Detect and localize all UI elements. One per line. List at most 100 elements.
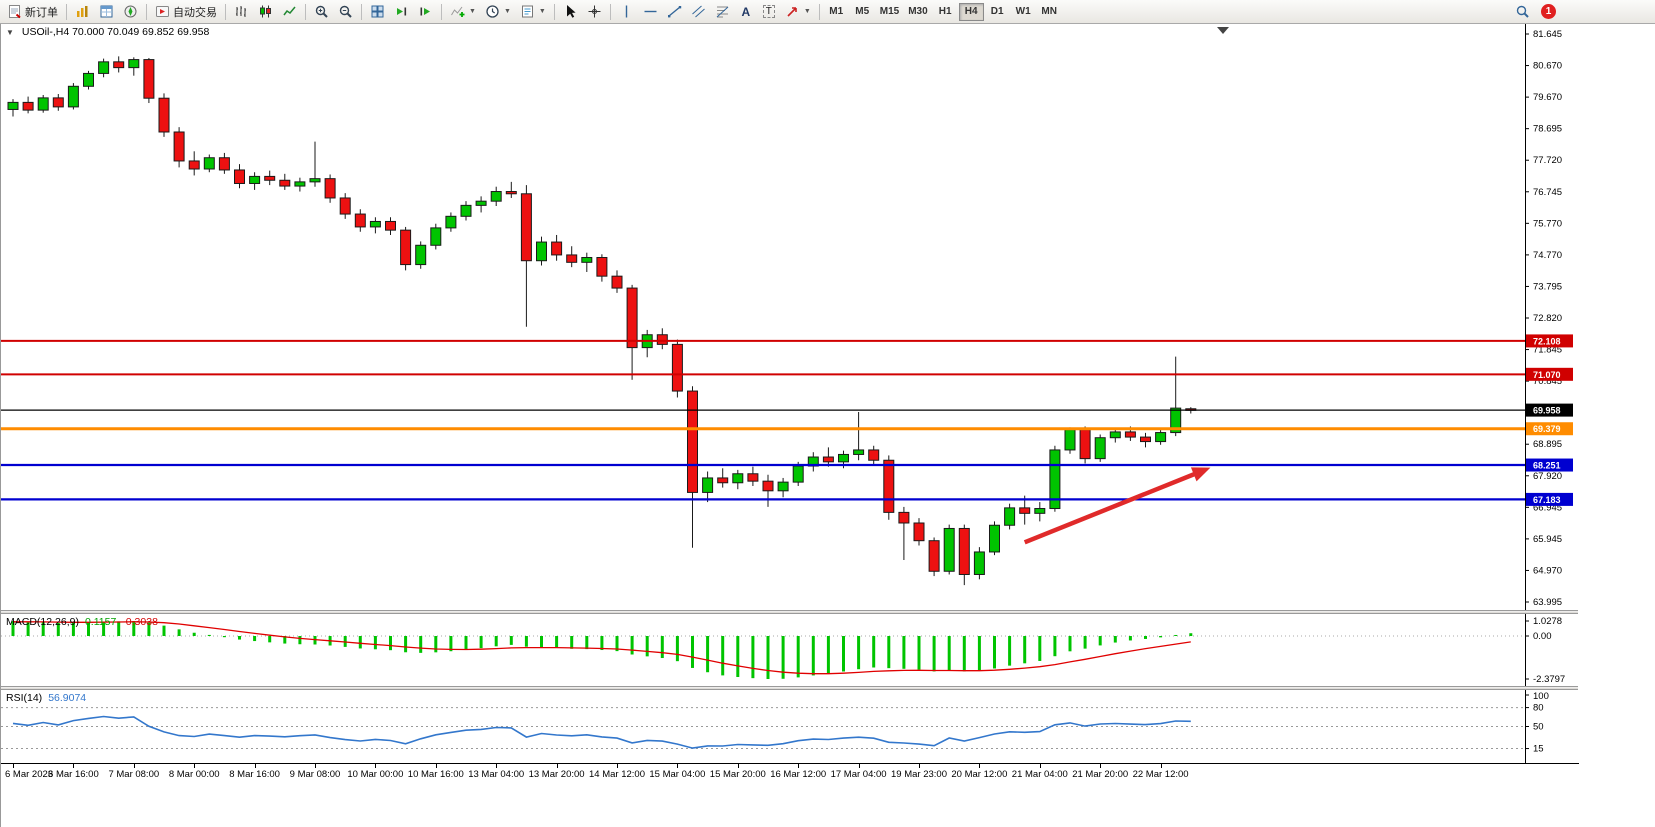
text-tool-button[interactable]: A bbox=[735, 2, 757, 22]
time-axis-tick bbox=[798, 764, 800, 768]
rsi-axis-label: 50 bbox=[1533, 722, 1544, 733]
crosshair-button[interactable] bbox=[583, 2, 606, 22]
data-window-icon bbox=[99, 4, 114, 19]
chart-shift-marker[interactable] bbox=[1217, 27, 1229, 34]
text-tool-label: A bbox=[741, 4, 751, 19]
time-axis-tick bbox=[737, 764, 739, 768]
trendline-tool-button[interactable] bbox=[663, 2, 686, 22]
line-chart-icon bbox=[282, 4, 297, 19]
search-button[interactable] bbox=[1511, 2, 1534, 22]
toolbar-separator bbox=[361, 3, 362, 20]
panel-splitter[interactable] bbox=[1, 610, 1578, 614]
chart-title: USOil-,H4 70.000 70.049 69.852 69.958 bbox=[21, 26, 210, 38]
time-axis-tick bbox=[133, 764, 135, 768]
clock-icon bbox=[485, 4, 500, 19]
label-tool-button[interactable]: T bbox=[758, 2, 780, 22]
timeframe-H4[interactable]: H4 bbox=[958, 2, 984, 21]
zoom-in-button[interactable] bbox=[310, 2, 333, 22]
time-axis-tick bbox=[858, 764, 860, 768]
dropdown-caret-icon: ▼ bbox=[469, 8, 476, 15]
new-order-button[interactable]: 新订单 bbox=[3, 2, 62, 22]
autoscroll-icon bbox=[394, 4, 409, 19]
time-axis-label: 8 Mar 00:00 bbox=[168, 769, 220, 780]
time-axis-label: 14 Mar 12:00 bbox=[589, 769, 645, 780]
main-chart-header: ▼ USOil-,H4 70.000 70.049 69.852 69.958 bbox=[6, 26, 209, 38]
arrows-tool-button[interactable]: ▼ bbox=[781, 2, 815, 22]
chart-bars-button[interactable] bbox=[230, 2, 253, 22]
cursor-button[interactable] bbox=[559, 2, 582, 22]
macd-signal-line bbox=[13, 621, 1191, 675]
bottom-spacer bbox=[1, 783, 1578, 827]
candles bbox=[7, 56, 1197, 586]
macd-main-value: 0.1157 bbox=[84, 616, 117, 628]
trend-arrow[interactable] bbox=[1023, 470, 1201, 545]
timeframe-M15[interactable]: M15 bbox=[876, 3, 903, 21]
candlestick-chart-icon bbox=[258, 4, 273, 19]
autotrading-label: 自动交易 bbox=[173, 6, 217, 19]
svg-text:72.108: 72.108 bbox=[1533, 336, 1561, 346]
macd-canvas[interactable]: 1.0278 0.00 -2.3797 bbox=[1, 614, 1579, 686]
autotrading-button[interactable]: 自动交易 bbox=[151, 2, 221, 22]
main-chart-canvas[interactable]: 81.645 80.670 79.670 78.695 77.720 76.745 75.7… bbox=[1, 24, 1579, 610]
autotrading-icon bbox=[155, 4, 170, 19]
navigator-button[interactable] bbox=[119, 2, 142, 22]
time-axis-tick bbox=[73, 764, 75, 768]
vline-tool-button[interactable] bbox=[615, 2, 638, 22]
timeframe-M1[interactable]: M1 bbox=[824, 3, 849, 21]
notification-badge[interactable]: 1 bbox=[1541, 4, 1556, 19]
dropdown-caret-icon: ▼ bbox=[503, 8, 511, 15]
tile-windows-button[interactable] bbox=[366, 2, 389, 22]
hline-tool-button[interactable] bbox=[639, 2, 662, 22]
toolbar-separator bbox=[66, 3, 67, 20]
chart-line-button[interactable] bbox=[278, 2, 301, 22]
panel-splitter[interactable] bbox=[1, 686, 1578, 690]
channel-tool-button[interactable] bbox=[687, 2, 710, 22]
fibonacci-tool-button[interactable] bbox=[711, 2, 734, 22]
timeframe-MN[interactable]: MN bbox=[1037, 3, 1062, 21]
time-axis-label: 19 Mar 23:00 bbox=[891, 769, 947, 780]
market-watch-button[interactable] bbox=[71, 2, 94, 22]
search-icon bbox=[1515, 4, 1530, 19]
window-background bbox=[1578, 24, 1655, 827]
toolbar-separator bbox=[441, 3, 442, 20]
price-tag-72.108: 72.108 bbox=[1526, 334, 1573, 348]
channel-icon bbox=[691, 4, 706, 19]
time-axis-label: 13 Mar 20:00 bbox=[528, 769, 585, 780]
time-axis-tick bbox=[194, 764, 196, 768]
templates-button[interactable]: ▼ bbox=[516, 2, 550, 22]
chart-candles-button[interactable] bbox=[254, 2, 277, 22]
timeframe-M5[interactable]: M5 bbox=[850, 3, 875, 21]
periods-button[interactable]: ▼ bbox=[481, 2, 515, 22]
data-window-button[interactable] bbox=[95, 2, 118, 22]
toolbar-separator bbox=[225, 3, 226, 20]
chart-shift-button[interactable] bbox=[414, 2, 437, 22]
chart-window: 81.645 80.670 79.670 78.695 77.720 76.745 75.7… bbox=[0, 24, 1579, 827]
price-tag-71.070: 71.070 bbox=[1526, 367, 1573, 381]
time-axis-tick bbox=[1160, 764, 1162, 768]
price-axis-label: 71.845 bbox=[1533, 345, 1562, 356]
macd-header: MACD(12,26,9) 0.1157 -0.3038 bbox=[6, 616, 158, 628]
rsi-value: 56.9074 bbox=[48, 692, 87, 704]
time-axis-label: 7 Mar 08:00 bbox=[108, 769, 160, 780]
indicators-icon bbox=[450, 4, 465, 19]
timeframe-M30[interactable]: M30 bbox=[904, 3, 931, 21]
one-click-trading-toggle[interactable]: ▼ bbox=[6, 27, 14, 37]
timeframe-H1[interactable]: H1 bbox=[933, 3, 958, 21]
timeframe-W1[interactable]: W1 bbox=[1011, 3, 1036, 21]
svg-text:68.251: 68.251 bbox=[1533, 461, 1561, 471]
timeframe-D1[interactable]: D1 bbox=[985, 3, 1010, 21]
toolbar: 新订单 自动交易 ▼ ▼ ▼ A T bbox=[0, 0, 1655, 24]
time-axis-tick bbox=[617, 764, 618, 768]
trend-arrow-head[interactable] bbox=[1190, 467, 1211, 482]
autoscroll-button[interactable] bbox=[390, 2, 413, 22]
price-tag-69.379: 69.379 bbox=[1526, 422, 1573, 436]
time-axis-label: 16 Mar 12:00 bbox=[770, 769, 827, 780]
time-axis-tick bbox=[1100, 764, 1102, 768]
indicators-button[interactable]: ▼ bbox=[446, 2, 480, 22]
dropdown-caret-icon: ▼ bbox=[803, 8, 811, 15]
time-axis[interactable]: 6 Mar 2023 6 Mar 16:00 7 Mar 08:00 8 Mar 00… bbox=[1, 763, 1579, 783]
zoom-out-button[interactable] bbox=[334, 2, 357, 22]
time-axis-label: 6 Mar 2023 bbox=[5, 769, 54, 780]
